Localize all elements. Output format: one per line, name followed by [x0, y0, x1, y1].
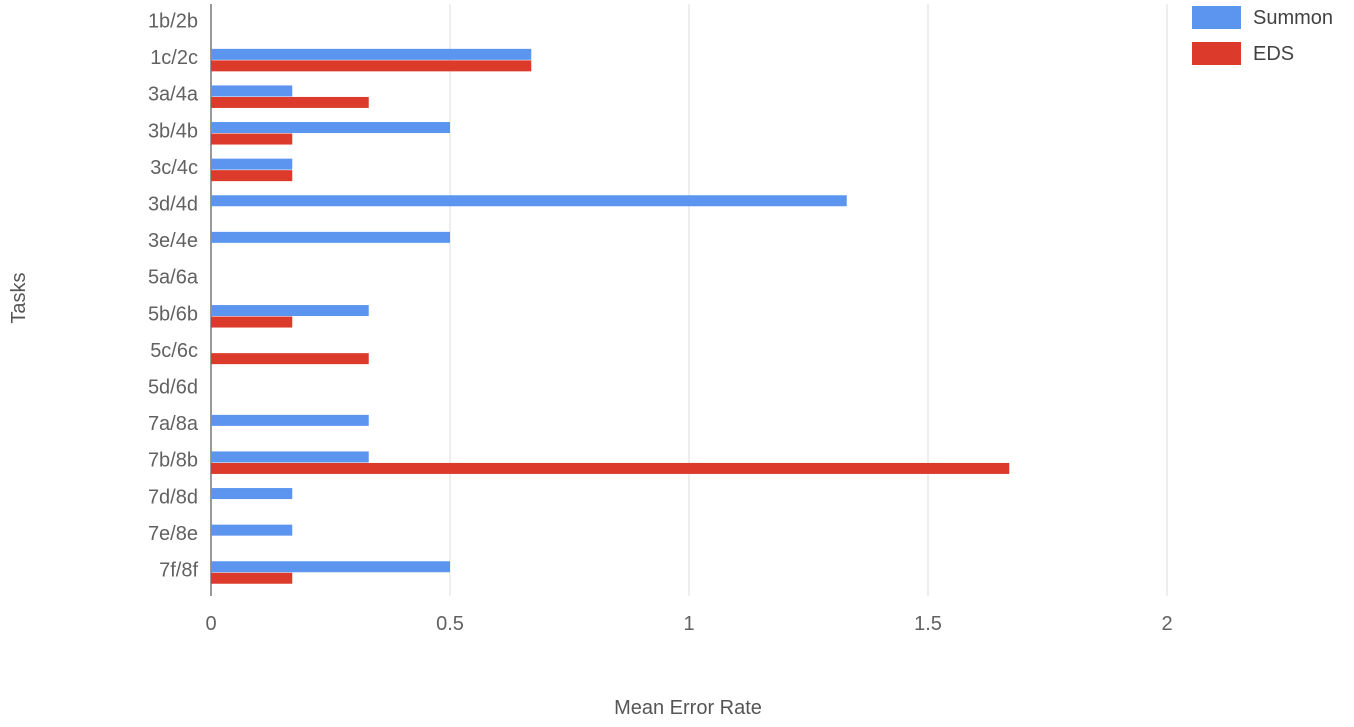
y-tick-label: 3e/4e — [148, 230, 198, 252]
bar-summon-5b-6b — [211, 305, 369, 317]
x-axis-title: Mean Error Rate — [614, 697, 762, 719]
bar-summon-3a-4a — [211, 85, 293, 97]
bar-eds-3a-4a — [211, 96, 369, 108]
bar-eds-5c-6c — [211, 353, 369, 365]
legend: Summon EDS — [1192, 6, 1333, 65]
legend-label-summon: Summon — [1253, 7, 1333, 29]
y-tick-label: 3a/4a — [148, 84, 199, 106]
y-tick-label: 3d/4d — [148, 194, 198, 216]
grid-layer — [210, 4, 1168, 596]
bar-eds-5b-6b — [211, 316, 293, 328]
y-tick-label: 5c/6c — [150, 340, 198, 362]
bar-summon-3d-4d — [211, 195, 847, 207]
bar-eds-1c-2c — [211, 60, 532, 72]
bar-summon-7b-8b — [211, 451, 369, 463]
bar-summon-7a-8a — [211, 414, 369, 426]
bar-summon-7d-8d — [211, 488, 293, 500]
bar-summon-1c-2c — [211, 48, 532, 60]
bar-summon-3c-4c — [211, 158, 293, 170]
legend-swatch-summon — [1192, 6, 1241, 29]
y-tick-label: 3c/4c — [150, 157, 198, 179]
y-tick-label: 7a/8a — [148, 413, 199, 435]
bars-layer — [211, 48, 1010, 584]
x-tick-label: 1 — [683, 613, 694, 635]
y-tick-label: 3b/4b — [148, 120, 198, 142]
y-tick-label: 7b/8b — [148, 450, 198, 472]
y-tick-label: 1b/2b — [148, 11, 198, 33]
bar-eds-7b-8b — [211, 462, 1010, 474]
legend-label-eds: EDS — [1253, 43, 1294, 65]
bar-summon-7e-8e — [211, 524, 293, 536]
legend-swatch-eds — [1192, 42, 1241, 65]
bar-eds-3b-4b — [211, 133, 293, 145]
y-tick-label: 5b/6b — [148, 303, 198, 325]
y-tick-label: 5a/6a — [148, 267, 199, 289]
y-tick-labels: 1b/2b 1c/2c 3a/4a 3b/4b 3c/4c 3d/4d 3e/4e 5a/6a… — [148, 11, 199, 582]
y-tick-label: 7d/8d — [148, 486, 198, 508]
y-tick-label: 7f/8f — [159, 560, 198, 582]
y-tick-label: 5d/6d — [148, 377, 198, 399]
y-tick-label: 7e/8e — [148, 523, 198, 545]
y-axis-title: Tasks — [8, 272, 30, 323]
x-tick-labels: 0 0.5 1 1.5 2 — [205, 613, 1172, 635]
bar-summon-7f-8f — [211, 561, 450, 573]
x-tick-label: 0 — [205, 613, 216, 635]
x-tick-label: 2 — [1161, 613, 1172, 635]
x-tick-label: 0.5 — [436, 613, 464, 635]
bar-summon-3e-4e — [211, 231, 450, 243]
y-tick-label: 1c/2c — [150, 47, 198, 69]
bar-eds-3c-4c — [211, 170, 293, 182]
bar-eds-7f-8f — [211, 572, 293, 584]
bar-summon-3b-4b — [211, 122, 450, 134]
x-tick-label: 1.5 — [914, 613, 942, 635]
